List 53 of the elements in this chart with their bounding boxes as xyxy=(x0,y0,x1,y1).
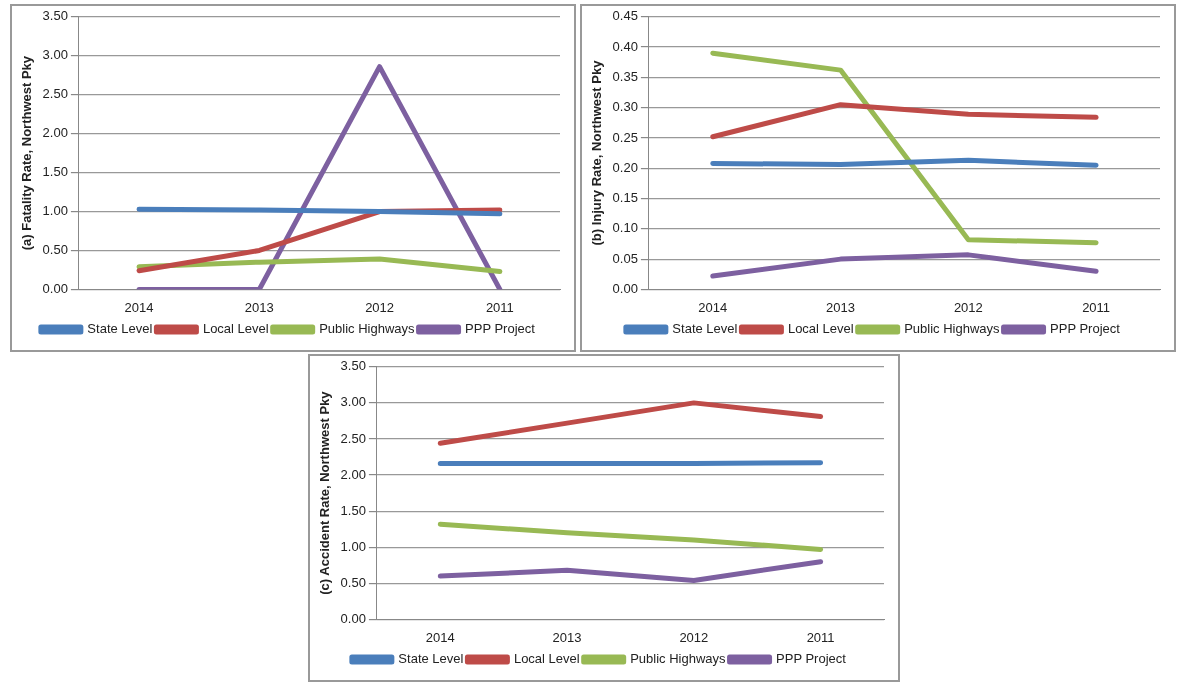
y-tick-label: 0.50 xyxy=(340,574,366,590)
x-tick-label: 2011 xyxy=(806,629,835,645)
y-tick-label: 0.05 xyxy=(612,250,638,266)
y-tick-label: 0.10 xyxy=(612,220,638,236)
x-tick-label: 2014 xyxy=(425,629,455,645)
legend-label: Public Highways xyxy=(904,321,1001,337)
x-tick-label: 2012 xyxy=(365,299,395,315)
y-tick-label: 1.00 xyxy=(340,538,366,554)
x-tick-label: 2012 xyxy=(953,299,983,315)
x-tick-label: 2013 xyxy=(826,299,856,315)
x-tick-label: 2013 xyxy=(552,629,582,645)
y-tick-label: 2.00 xyxy=(42,125,68,141)
y-tick-label: 1.50 xyxy=(340,502,366,518)
y-axis-title: (a) Fatality Rate, Northwest Pky xyxy=(19,55,35,251)
y-tick-label: 3.50 xyxy=(340,358,366,374)
legend-label: PPP Project xyxy=(1050,321,1121,337)
y-tick-label: 0.35 xyxy=(612,68,638,84)
legend-label: Local Level xyxy=(513,651,580,667)
y-tick-label: 3.50 xyxy=(42,8,68,24)
y-tick-label: 0.45 xyxy=(612,8,638,24)
y-tick-label: 3.00 xyxy=(340,394,366,410)
y-tick-label: 0.15 xyxy=(612,190,638,206)
y-tick-label: 0.50 xyxy=(42,242,68,258)
x-tick-label: 2011 xyxy=(1082,299,1111,315)
legend-label: Public Highways xyxy=(319,321,416,337)
x-tick-label: 2014 xyxy=(124,299,154,315)
y-axis-title: (c) Accident Rate, Northwest Pky xyxy=(317,390,333,595)
legend-label: Local Level xyxy=(202,321,269,337)
y-tick-label: 3.00 xyxy=(42,47,68,63)
legend-label: State Level xyxy=(87,321,153,337)
legend-label: PPP Project xyxy=(776,651,847,667)
x-tick-label: 2012 xyxy=(679,629,709,645)
y-tick-label: 2.50 xyxy=(340,430,366,446)
y-tick-label: 1.50 xyxy=(42,164,68,180)
x-tick-label: 2014 xyxy=(698,299,728,315)
y-tick-label: 0.20 xyxy=(612,159,638,175)
legend-label: State Level xyxy=(398,651,464,667)
x-tick-label: 2011 xyxy=(485,299,514,315)
legend-label: Local Level xyxy=(787,321,854,337)
y-tick-label: 0.00 xyxy=(340,610,366,626)
y-tick-label: 0.00 xyxy=(612,280,638,296)
y-axis-title: (b) Injury Rate, Northwest Pky xyxy=(589,59,605,246)
y-tick-label: 0.00 xyxy=(42,280,68,296)
y-tick-label: 0.40 xyxy=(612,38,638,54)
y-tick-label: 2.50 xyxy=(42,86,68,102)
y-tick-label: 2.00 xyxy=(340,466,366,482)
y-tick-label: 1.00 xyxy=(42,203,68,219)
legend-label: Public Highways xyxy=(630,651,727,667)
y-tick-label: 0.25 xyxy=(612,129,638,145)
legend-label: PPP Project xyxy=(465,321,536,337)
legend-label: State Level xyxy=(672,321,738,337)
y-tick-label: 0.30 xyxy=(612,99,638,115)
x-tick-label: 2013 xyxy=(244,299,274,315)
